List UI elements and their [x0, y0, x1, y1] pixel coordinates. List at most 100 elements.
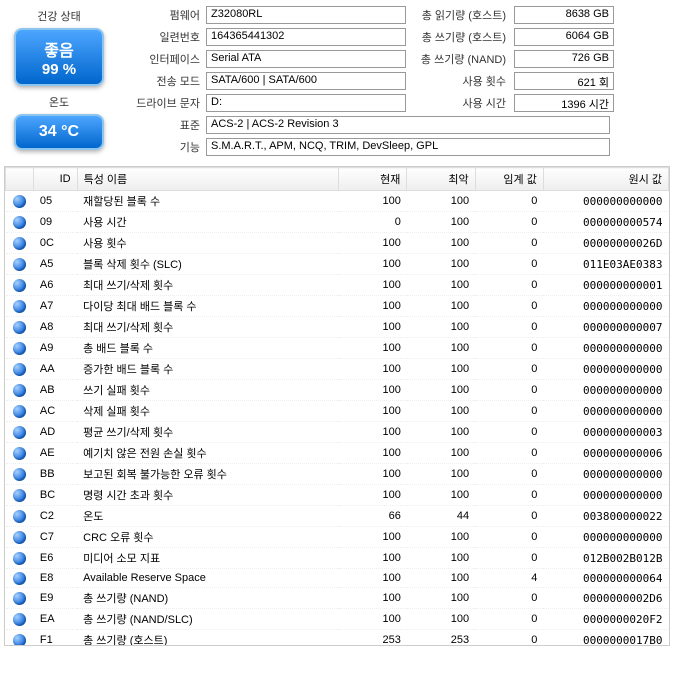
- status-orb-cell: [6, 630, 34, 647]
- cell-current: 100: [339, 401, 407, 422]
- power-on-hours-label: 사용 시간: [410, 95, 510, 111]
- cell-current: 100: [339, 609, 407, 630]
- cell-threshold: 0: [475, 588, 543, 609]
- cell-threshold: 0: [475, 212, 543, 233]
- interface-value[interactable]: Serial ATA: [206, 50, 406, 68]
- status-orb-icon: [13, 552, 26, 565]
- table-row[interactable]: A9총 배드 블록 수1001000000000000000: [6, 338, 669, 359]
- table-row[interactable]: E8Available Reserve Space100100400000000…: [6, 569, 669, 588]
- firmware-label: 펌웨어: [122, 7, 202, 23]
- table-row[interactable]: AA증가한 배드 블록 수1001000000000000000: [6, 359, 669, 380]
- table-row[interactable]: 09사용 시간01000000000000574: [6, 212, 669, 233]
- table-row[interactable]: AB쓰기 실패 횟수1001000000000000000: [6, 380, 669, 401]
- table-row[interactable]: AE예기치 않은 전원 손실 횟수1001000000000000006: [6, 443, 669, 464]
- status-orb-icon: [13, 258, 26, 271]
- table-row[interactable]: F1총 쓰기량 (호스트)25325300000000017B0: [6, 630, 669, 647]
- col-raw[interactable]: 원시 값: [543, 168, 668, 191]
- col-name[interactable]: 특성 이름: [77, 168, 339, 191]
- table-row[interactable]: E6미디어 소모 지표1001000012B002B012B: [6, 548, 669, 569]
- cell-current: 100: [339, 359, 407, 380]
- cell-name: 예기치 않은 전원 손실 횟수: [77, 443, 339, 464]
- right-column: 펌웨어 Z32080RL 총 읽기량 (호스트) 8638 GB 일련번호 16…: [122, 4, 670, 158]
- cell-worst: 100: [407, 569, 475, 588]
- table-row[interactable]: EA총 쓰기량 (NAND/SLC)10010000000000020F2: [6, 609, 669, 630]
- cell-id: C7: [34, 527, 77, 548]
- host-reads-label: 총 읽기량 (호스트): [410, 7, 510, 23]
- table-row[interactable]: A8최대 쓰기/삭제 횟수1001000000000000007: [6, 317, 669, 338]
- host-reads-value[interactable]: 8638 GB: [514, 6, 614, 24]
- cell-current: 100: [339, 380, 407, 401]
- cell-name: 증가한 배드 블록 수: [77, 359, 339, 380]
- cell-id: 09: [34, 212, 77, 233]
- serial-value[interactable]: 164365441302: [206, 28, 406, 46]
- cell-worst: 100: [407, 359, 475, 380]
- table-row[interactable]: AD평균 쓰기/삭제 횟수1001000000000000003: [6, 422, 669, 443]
- transfer-value[interactable]: SATA/600 | SATA/600: [206, 72, 406, 90]
- cell-worst: 100: [407, 275, 475, 296]
- table-row[interactable]: A5블록 삭제 횟수 (SLC)1001000011E03AE0383: [6, 254, 669, 275]
- host-writes-value[interactable]: 6064 GB: [514, 28, 614, 46]
- cell-id: 0C: [34, 233, 77, 254]
- table-row[interactable]: 0C사용 횟수100100000000000026D: [6, 233, 669, 254]
- cell-name: 재할당된 블록 수: [77, 191, 339, 212]
- firmware-value[interactable]: Z32080RL: [206, 6, 406, 24]
- table-row[interactable]: 05재할당된 블록 수1001000000000000000: [6, 191, 669, 212]
- left-column: 건강 상태 좋음 99 % 온도 34 °C: [4, 4, 114, 158]
- cell-worst: 100: [407, 212, 475, 233]
- cell-threshold: 0: [475, 401, 543, 422]
- status-orb-icon: [13, 468, 26, 481]
- status-orb-icon: [13, 634, 26, 647]
- power-on-hours-value[interactable]: 1396 시간: [514, 94, 614, 112]
- cell-raw: 000000000000: [543, 380, 668, 401]
- table-row[interactable]: BC명령 시간 초과 횟수1001000000000000000: [6, 485, 669, 506]
- cell-worst: 100: [407, 317, 475, 338]
- table-row[interactable]: C7CRC 오류 횟수1001000000000000000: [6, 527, 669, 548]
- table-row[interactable]: AC삭제 실패 횟수1001000000000000000: [6, 401, 669, 422]
- cell-name: 미디어 소모 지표: [77, 548, 339, 569]
- cell-current: 100: [339, 588, 407, 609]
- col-current[interactable]: 현재: [339, 168, 407, 191]
- cell-threshold: 0: [475, 317, 543, 338]
- power-on-count-value[interactable]: 621 회: [514, 72, 614, 90]
- table-row[interactable]: A6최대 쓰기/삭제 횟수1001000000000000001: [6, 275, 669, 296]
- col-worst[interactable]: 최악: [407, 168, 475, 191]
- cell-threshold: 0: [475, 464, 543, 485]
- cell-raw: 003800000022: [543, 506, 668, 527]
- status-orb-cell: [6, 443, 34, 464]
- cell-id: E8: [34, 569, 77, 588]
- col-threshold[interactable]: 임계 값: [475, 168, 543, 191]
- cell-worst: 100: [407, 464, 475, 485]
- cell-worst: 100: [407, 254, 475, 275]
- status-orb-cell: [6, 317, 34, 338]
- table-row[interactable]: A7다이당 최대 배드 블록 수1001000000000000000: [6, 296, 669, 317]
- cell-id: A8: [34, 317, 77, 338]
- col-id[interactable]: ID: [34, 168, 77, 191]
- cell-threshold: 0: [475, 359, 543, 380]
- table-row[interactable]: E9총 쓰기량 (NAND)10010000000000002D6: [6, 588, 669, 609]
- cell-worst: 100: [407, 401, 475, 422]
- cell-worst: 100: [407, 527, 475, 548]
- features-value[interactable]: S.M.A.R.T., APM, NCQ, TRIM, DevSleep, GP…: [206, 138, 610, 156]
- status-orb-icon: [13, 592, 26, 605]
- cell-worst: 100: [407, 609, 475, 630]
- serial-label: 일련번호: [122, 29, 202, 45]
- cell-worst: 100: [407, 485, 475, 506]
- health-percent: 99 %: [42, 61, 76, 78]
- status-orb-icon: [13, 489, 26, 502]
- table-row[interactable]: C2온도66440003800000022: [6, 506, 669, 527]
- cell-id: AB: [34, 380, 77, 401]
- status-orb-icon: [13, 279, 26, 292]
- standard-value[interactable]: ACS-2 | ACS-2 Revision 3: [206, 116, 610, 134]
- cell-name: 삭제 실패 횟수: [77, 401, 339, 422]
- cell-worst: 100: [407, 422, 475, 443]
- drive-value[interactable]: D:: [206, 94, 406, 112]
- nand-writes-value[interactable]: 726 GB: [514, 50, 614, 68]
- smart-table: ID 특성 이름 현재 최악 임계 값 원시 값 05재할당된 블록 수1001…: [5, 167, 669, 646]
- status-orb-cell: [6, 338, 34, 359]
- table-row[interactable]: BB보고된 회복 불가능한 오류 횟수1001000000000000000: [6, 464, 669, 485]
- health-box: 좋음 99 %: [14, 28, 104, 86]
- status-orb-cell: [6, 464, 34, 485]
- cell-worst: 100: [407, 443, 475, 464]
- cell-current: 100: [339, 548, 407, 569]
- status-orb-cell: [6, 380, 34, 401]
